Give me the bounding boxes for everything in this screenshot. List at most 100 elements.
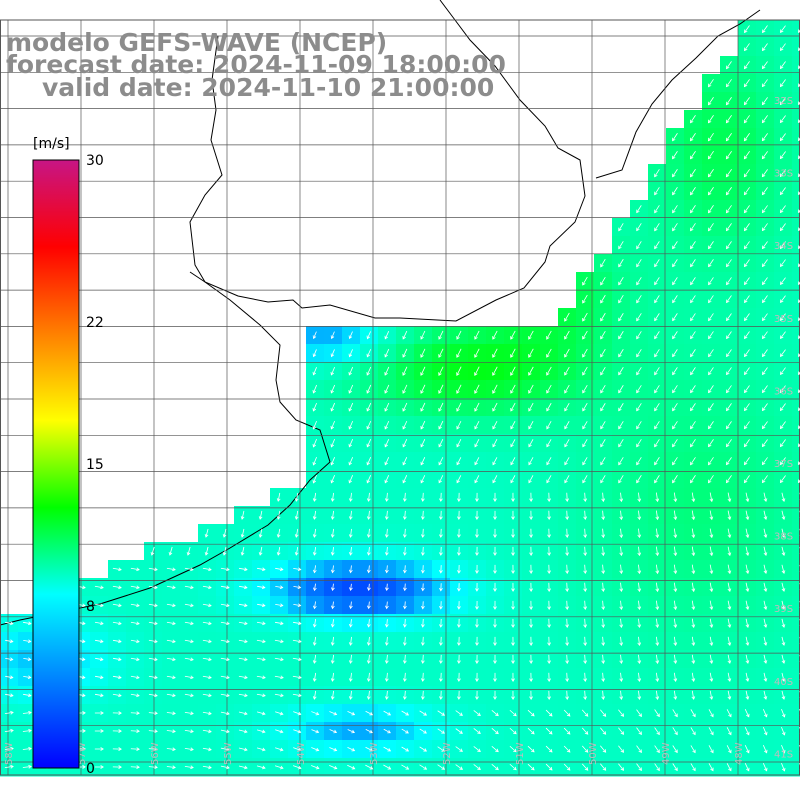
wind-arrow bbox=[528, 402, 534, 412]
wind-arrowhead bbox=[81, 657, 86, 662]
wind-arrowhead bbox=[691, 498, 696, 503]
wind-arrowhead bbox=[439, 587, 443, 592]
wind-arrow bbox=[383, 728, 391, 734]
wind-arrowhead bbox=[690, 227, 694, 232]
wind-arrowhead bbox=[439, 678, 443, 682]
wind-arrow bbox=[708, 277, 714, 285]
wind-arrowhead bbox=[387, 712, 392, 716]
wind-arrowhead bbox=[547, 660, 551, 664]
wind-arrowhead bbox=[330, 623, 335, 628]
wind-arrowhead bbox=[618, 335, 622, 340]
wind-arrowhead bbox=[564, 318, 568, 322]
wind-arrow bbox=[709, 510, 713, 520]
wind-arrowhead bbox=[673, 678, 678, 682]
wind-arrowhead bbox=[709, 696, 714, 700]
wind-arrowhead bbox=[10, 621, 14, 626]
wind-arrow bbox=[94, 603, 104, 607]
wind-arrowhead bbox=[531, 748, 535, 753]
wind-arrow bbox=[673, 690, 677, 700]
wind-arrowhead bbox=[240, 552, 245, 556]
wind-arrowhead bbox=[82, 765, 86, 769]
wind-arrow bbox=[780, 205, 786, 213]
wind-arrowhead bbox=[261, 729, 266, 734]
wind-arrowhead bbox=[333, 711, 338, 716]
wind-arrowhead bbox=[601, 606, 606, 611]
wind-arrowhead bbox=[583, 660, 588, 664]
wind-arrow bbox=[311, 765, 319, 769]
wind-arrow bbox=[564, 348, 570, 358]
wind-arrowhead bbox=[420, 372, 424, 376]
wind-arrowhead bbox=[654, 479, 658, 484]
colorbar-tick-label: 15 bbox=[86, 457, 104, 473]
wind-arrow bbox=[313, 456, 317, 466]
wind-arrow bbox=[584, 600, 586, 610]
wind-arrowhead bbox=[420, 408, 424, 412]
wind-arrowhead bbox=[276, 516, 281, 520]
wind-arrowhead bbox=[619, 588, 624, 593]
wind-arrow bbox=[4, 747, 14, 751]
wind-arrowhead bbox=[637, 534, 642, 539]
wind-arrowhead bbox=[279, 603, 284, 608]
wind-arrowhead bbox=[312, 425, 317, 430]
wind-arrowhead bbox=[402, 479, 406, 484]
wind-arrowhead bbox=[387, 766, 392, 770]
wind-arrow bbox=[256, 675, 266, 679]
wind-arrowhead bbox=[564, 407, 568, 412]
colorbar-tick-label: 30 bbox=[86, 153, 104, 169]
wind-arrowhead bbox=[474, 390, 478, 394]
wind-arrowhead bbox=[655, 624, 660, 629]
wind-arrow bbox=[602, 654, 604, 664]
wind-arrowhead bbox=[745, 696, 750, 700]
coastline-atlantic bbox=[595, 9, 761, 179]
wind-arrowhead bbox=[582, 461, 586, 466]
wind-arrowhead bbox=[727, 516, 732, 521]
wind-arrow bbox=[600, 276, 606, 286]
wind-arrow bbox=[386, 528, 388, 538]
wind-arrowhead bbox=[709, 498, 714, 503]
wind-arrowhead bbox=[743, 173, 748, 178]
wind-arrowhead bbox=[27, 693, 32, 698]
longitude-label: 55W bbox=[223, 742, 234, 765]
wind-arrowhead bbox=[280, 693, 284, 698]
wind-arrowhead bbox=[457, 624, 461, 628]
wind-cell bbox=[792, 254, 800, 273]
wind-arrow bbox=[636, 763, 642, 771]
wind-arrowhead bbox=[727, 642, 732, 646]
wind-arrowhead bbox=[691, 642, 696, 646]
wind-arrow bbox=[656, 690, 658, 700]
wind-arrowhead bbox=[619, 570, 624, 575]
wind-arrow bbox=[202, 711, 212, 715]
wind-arrow bbox=[4, 711, 14, 715]
wind-arrow bbox=[744, 187, 750, 195]
wind-arrowhead bbox=[618, 281, 622, 286]
wind-arrowhead bbox=[779, 245, 784, 250]
wind-arrow bbox=[293, 603, 301, 607]
wind-arrowhead bbox=[402, 461, 406, 466]
wind-arrow bbox=[510, 348, 516, 358]
wind-arrow bbox=[491, 746, 499, 752]
wind-arrowhead bbox=[348, 623, 353, 628]
wind-arrowhead bbox=[746, 767, 750, 772]
wind-arrow bbox=[329, 729, 337, 733]
wind-arrow bbox=[166, 712, 176, 714]
wind-arrow bbox=[763, 672, 767, 682]
wind-arrowhead bbox=[330, 425, 335, 430]
wind-arrowhead bbox=[727, 660, 732, 664]
wind-arrow bbox=[781, 564, 785, 574]
wind-arrow bbox=[673, 528, 677, 538]
wind-arrow bbox=[798, 209, 800, 213]
wind-arrowhead bbox=[743, 191, 748, 196]
wind-arrowhead bbox=[797, 353, 800, 357]
wind-arrow bbox=[726, 241, 732, 249]
wind-arrow bbox=[384, 457, 390, 465]
wind-cell bbox=[792, 218, 800, 237]
wind-arrow bbox=[314, 601, 316, 609]
wind-arrowhead bbox=[672, 299, 676, 304]
wind-arrowhead bbox=[797, 227, 800, 232]
wind-arrowhead bbox=[584, 713, 589, 717]
wind-arrow bbox=[491, 728, 499, 734]
wind-arrowhead bbox=[348, 696, 353, 700]
wind-arrowhead bbox=[529, 552, 533, 556]
wind-arrowhead bbox=[226, 603, 230, 608]
